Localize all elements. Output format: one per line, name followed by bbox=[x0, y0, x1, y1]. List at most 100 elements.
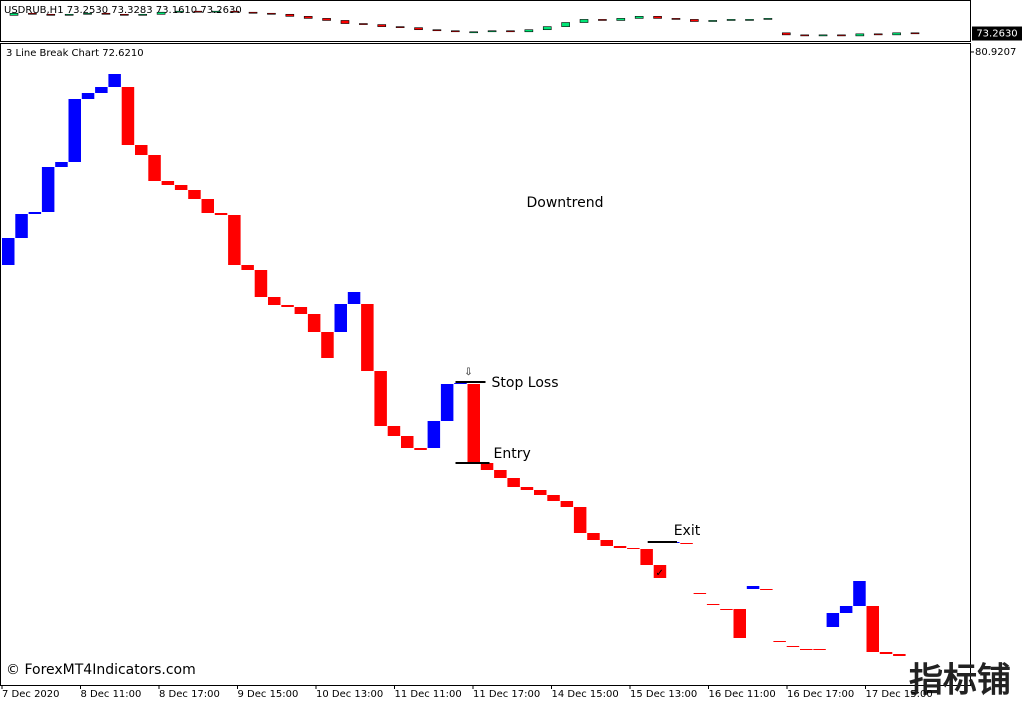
brick bbox=[706, 604, 720, 605]
brick bbox=[560, 501, 574, 507]
candle bbox=[469, 31, 478, 34]
brick bbox=[813, 649, 826, 650]
x-tick-label: 8 Dec 11:00 bbox=[81, 689, 142, 700]
brick bbox=[148, 155, 161, 181]
brick bbox=[760, 589, 773, 590]
brick bbox=[414, 448, 427, 450]
brick bbox=[746, 586, 760, 589]
x-tick-label: 8 Dec 17:00 bbox=[159, 689, 220, 700]
annotation: Stop Loss bbox=[492, 375, 559, 391]
brick bbox=[281, 305, 294, 307]
candle bbox=[708, 20, 718, 22]
x-tick-label: 14 Dec 15:00 bbox=[552, 689, 619, 700]
brick bbox=[228, 215, 241, 265]
candle bbox=[432, 29, 442, 32]
x-tick-label: 16 Dec 11:00 bbox=[709, 689, 776, 700]
candle bbox=[303, 16, 313, 19]
brick bbox=[95, 87, 108, 93]
brick bbox=[387, 426, 401, 436]
brick bbox=[573, 507, 587, 533]
brick bbox=[254, 270, 268, 297]
top-panel-frame bbox=[0, 0, 971, 42]
brick bbox=[121, 87, 135, 145]
brick bbox=[893, 654, 906, 656]
brick bbox=[786, 646, 800, 647]
candle bbox=[46, 13, 56, 16]
candle bbox=[910, 32, 920, 35]
candle bbox=[524, 29, 534, 33]
brick bbox=[693, 593, 707, 594]
candle bbox=[653, 16, 662, 19]
main-panel-frame bbox=[0, 43, 971, 686]
candle bbox=[800, 34, 809, 37]
annotation: Downtrend bbox=[527, 195, 604, 211]
brick bbox=[733, 609, 746, 638]
candle bbox=[616, 18, 626, 21]
brick bbox=[839, 606, 853, 613]
top-panel-title: USDRUB,H1 73.2530 73.3283 73.1610 73.263… bbox=[4, 5, 242, 16]
x-tick-label: 11 Dec 17:00 bbox=[473, 689, 540, 700]
candle bbox=[101, 12, 111, 15]
candle bbox=[395, 26, 405, 28]
candle bbox=[248, 11, 258, 14]
brick bbox=[507, 478, 520, 487]
brick bbox=[374, 371, 387, 426]
candle bbox=[193, 10, 203, 13]
candle bbox=[634, 16, 644, 19]
brick bbox=[467, 384, 480, 463]
x-tick-label: 11 Dec 11:00 bbox=[395, 689, 462, 700]
brick bbox=[28, 212, 42, 214]
candle bbox=[211, 10, 221, 13]
brick bbox=[2, 238, 15, 265]
brick bbox=[680, 543, 693, 544]
candle bbox=[120, 13, 129, 16]
candle bbox=[175, 10, 184, 13]
brick bbox=[534, 490, 547, 495]
annotation: Exit bbox=[674, 523, 701, 539]
candle bbox=[230, 10, 239, 13]
candle bbox=[138, 13, 148, 16]
brick bbox=[241, 265, 254, 270]
candle bbox=[781, 32, 791, 36]
brick bbox=[800, 649, 813, 650]
brick bbox=[480, 463, 494, 470]
candle bbox=[855, 33, 865, 37]
annotation: Entry bbox=[494, 446, 531, 462]
brick bbox=[15, 214, 28, 238]
candle bbox=[671, 18, 681, 20]
candle bbox=[726, 19, 736, 21]
x-tick-label: 16 Dec 17:00 bbox=[787, 689, 854, 700]
brick bbox=[214, 213, 228, 215]
candle bbox=[763, 18, 773, 20]
x-tick-label: 9 Dec 15:00 bbox=[238, 689, 299, 700]
brick bbox=[188, 190, 201, 199]
candle bbox=[745, 19, 754, 21]
brick bbox=[826, 613, 840, 627]
candle bbox=[873, 33, 883, 36]
candle bbox=[690, 19, 699, 22]
candle bbox=[579, 19, 589, 23]
candle bbox=[892, 32, 901, 36]
brick bbox=[494, 470, 507, 478]
candle bbox=[414, 27, 423, 31]
brick bbox=[401, 436, 414, 448]
check-mark: ✓ bbox=[656, 568, 664, 579]
brick bbox=[334, 304, 347, 332]
brick bbox=[587, 533, 600, 540]
brick bbox=[613, 546, 627, 548]
candle bbox=[837, 34, 846, 37]
candle bbox=[377, 24, 387, 27]
price-box bbox=[972, 26, 1022, 41]
candle bbox=[28, 12, 37, 15]
candle bbox=[9, 12, 19, 16]
candle bbox=[322, 18, 331, 21]
brick bbox=[347, 292, 361, 304]
candle bbox=[598, 19, 607, 21]
x-tick-label: 7 Dec 2020 bbox=[2, 689, 60, 700]
brick bbox=[773, 641, 786, 642]
brick bbox=[161, 181, 175, 185]
candle bbox=[64, 13, 74, 16]
candle bbox=[451, 30, 460, 33]
candle bbox=[83, 12, 92, 15]
